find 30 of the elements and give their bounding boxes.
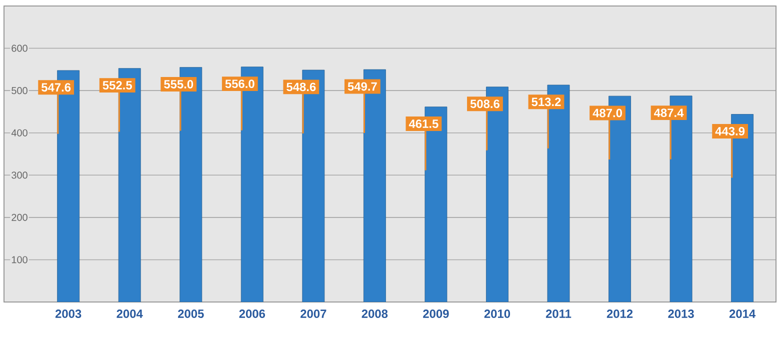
x-tick-label: 2007 (300, 310, 326, 318)
data-label: 549.7 (348, 82, 377, 91)
data-label: 513.2 (532, 98, 561, 106)
data-label: 547.6 (41, 83, 71, 92)
y-tick-label: 100 (12, 256, 28, 264)
data-label: 487.4 (654, 108, 684, 118)
y-tick-label: 600 (12, 44, 28, 52)
x-tick-label: 2012 (606, 310, 633, 318)
x-tick-label: 2006 (239, 310, 266, 318)
data-label: 508.6 (470, 100, 500, 108)
x-tick-label: 2013 (668, 310, 694, 318)
y-tick-label: 200 (12, 214, 28, 221)
x-tick-label: 2014 (729, 310, 756, 318)
x-tick-label: 2008 (362, 310, 388, 318)
x-tick-label: 2003 (55, 310, 82, 318)
data-label: 443.9 (715, 126, 745, 136)
y-tick-label: 300 (12, 172, 28, 179)
y-tick-label: 500 (12, 87, 28, 94)
data-label: 487.0 (592, 108, 622, 118)
data-label: 548.6 (286, 82, 316, 92)
x-tick-label: 2010 (484, 310, 510, 318)
data-label: 555.0 (164, 80, 194, 88)
x-tick-label: 2009 (423, 310, 449, 318)
data-label: 556.0 (225, 80, 254, 88)
data-label: 552.5 (102, 81, 132, 90)
y-tick-label: 400 (11, 129, 28, 136)
x-tick-label: 2011 (546, 310, 572, 318)
x-tick-label: 2005 (178, 310, 204, 318)
data-label: 461.5 (408, 120, 438, 128)
x-tick-label: 2004 (116, 310, 143, 318)
